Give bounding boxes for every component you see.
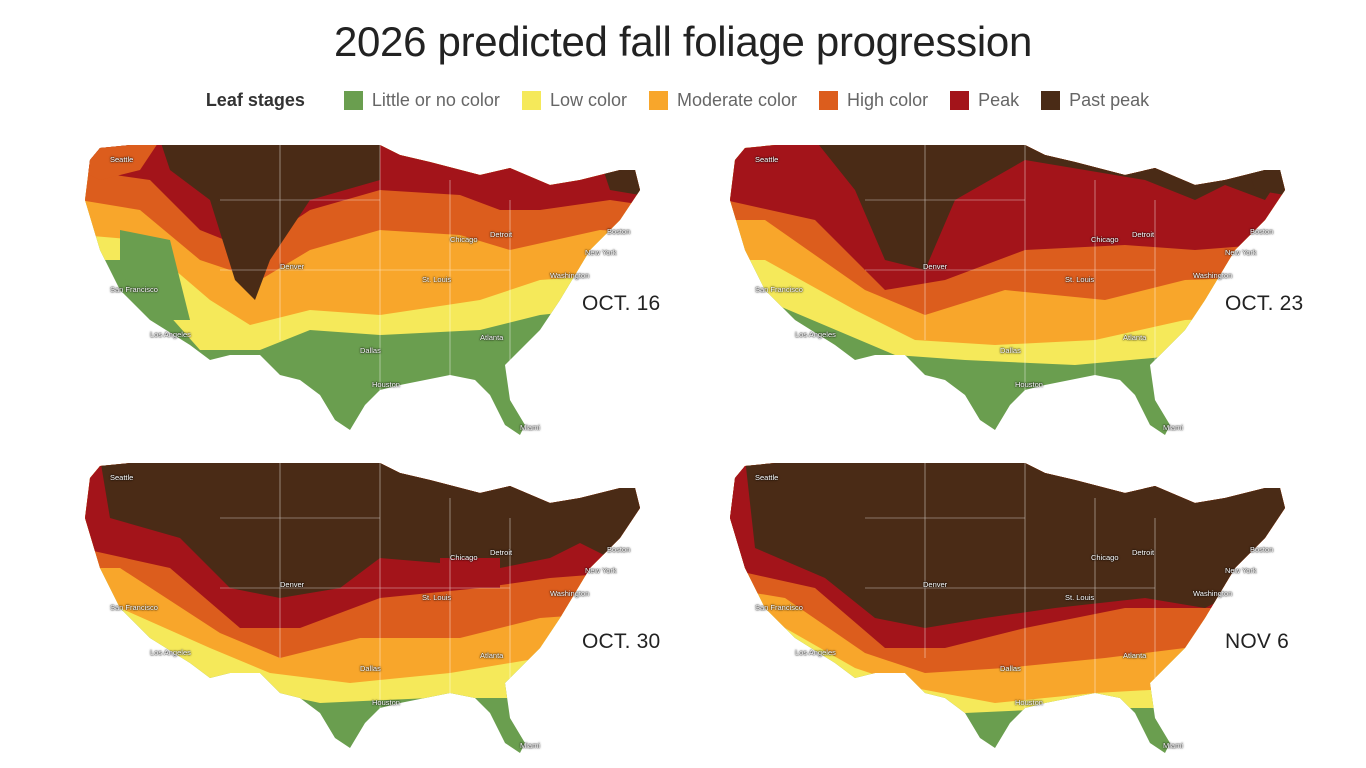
city-label: Dallas xyxy=(1000,664,1021,673)
legend-label: Past peak xyxy=(1069,90,1150,110)
city-label: Atlanta xyxy=(1123,333,1147,342)
city-label: Miami xyxy=(520,741,540,750)
city-label: Los Angeles xyxy=(150,648,191,657)
legend-item-moderate-color: Moderate color xyxy=(648,90,798,111)
map-date: OCT. 16 xyxy=(582,292,661,315)
map-panel-oct23: OCT. 23 Seattle San Francisco Los Angele… xyxy=(725,140,1325,450)
city-label: Seattle xyxy=(110,155,134,164)
city-label: San Francisco xyxy=(755,285,803,294)
legend-item-low-color: Low color xyxy=(521,90,627,111)
legend-swatch xyxy=(648,91,668,110)
city-label: Miami xyxy=(1163,423,1183,432)
city-label: New York xyxy=(585,566,617,575)
city-label: Detroit xyxy=(490,548,513,557)
legend: Leaf stages Little or no color Low color… xyxy=(0,90,1366,111)
city-label: Washington xyxy=(1193,271,1233,280)
city-label: Atlanta xyxy=(480,333,504,342)
city-label: Denver xyxy=(923,580,948,589)
legend-swatch xyxy=(343,91,363,110)
city-label: Detroit xyxy=(490,230,513,239)
map-date: OCT. 23 xyxy=(1225,292,1304,315)
city-label: New York xyxy=(585,248,617,257)
city-label: Houston xyxy=(1015,698,1043,707)
legend-swatch xyxy=(521,91,541,110)
map-panel-oct30: OCT. 30 Seattle San Francisco Los Angele… xyxy=(80,458,680,768)
city-label: St. Louis xyxy=(422,275,452,284)
city-label: St. Louis xyxy=(1065,593,1095,602)
map-date: NOV 6 xyxy=(1225,630,1290,653)
city-label: Miami xyxy=(520,423,540,432)
legend-swatch xyxy=(819,91,839,110)
legend-item-past-peak: Past peak xyxy=(1041,90,1149,111)
city-label: Dallas xyxy=(360,346,381,355)
city-label: Detroit xyxy=(1132,230,1155,239)
legend-item-high-color: High color xyxy=(819,90,928,111)
map-panel-oct16: OCT. 16 Seattle San Francisco Los Angele… xyxy=(80,140,680,450)
map-date: OCT. 30 xyxy=(582,630,661,653)
legend-label: Moderate color xyxy=(676,90,798,110)
city-label: Houston xyxy=(1015,380,1043,389)
us-foliage-map xyxy=(85,145,640,435)
city-label: St. Louis xyxy=(1065,275,1095,284)
page-title: 2026 predicted fall foliage progression xyxy=(333,18,1033,65)
city-label: Miami xyxy=(1163,741,1183,750)
city-label: Los Angeles xyxy=(795,330,836,339)
city-label: Boston xyxy=(607,227,631,236)
city-label: Boston xyxy=(1250,545,1274,554)
us-foliage-map xyxy=(730,145,1285,435)
city-label: St. Louis xyxy=(422,593,452,602)
legend-label: Peak xyxy=(978,90,1020,110)
legend-heading: Leaf stages xyxy=(205,90,305,110)
legend-item-little-color: Little or no color xyxy=(343,90,500,111)
legend-label: High color xyxy=(847,90,929,110)
city-label: Chicago xyxy=(1091,235,1119,244)
city-label: Denver xyxy=(923,262,948,271)
city-label: Chicago xyxy=(1091,553,1119,562)
city-label: Atlanta xyxy=(1123,651,1147,660)
city-label: Denver xyxy=(280,580,305,589)
legend-swatch xyxy=(1041,91,1061,110)
us-foliage-map xyxy=(730,463,1285,753)
city-label: Chicago xyxy=(450,235,478,244)
city-label: Atlanta xyxy=(480,651,504,660)
city-label: Boston xyxy=(1250,227,1274,236)
map-panel-nov6: NOV 6 Seattle San Francisco Los Angeles … xyxy=(725,458,1325,768)
legend-label: Little or no color xyxy=(371,90,500,110)
city-label: Washington xyxy=(550,271,590,280)
city-label: Chicago xyxy=(450,553,478,562)
city-label: Dallas xyxy=(1000,346,1021,355)
legend-swatch xyxy=(950,91,970,110)
city-label: Dallas xyxy=(360,664,381,673)
city-label: Boston xyxy=(607,545,631,554)
legend-label: Low color xyxy=(549,90,627,110)
city-label: Washington xyxy=(1193,589,1233,598)
city-label: Detroit xyxy=(1132,548,1155,557)
city-label: Washington xyxy=(550,589,590,598)
city-label: Houston xyxy=(372,380,400,389)
city-label: Los Angeles xyxy=(150,330,191,339)
city-label: New York xyxy=(1225,248,1257,257)
city-label: Los Angeles xyxy=(795,648,836,657)
us-foliage-map xyxy=(85,463,640,753)
city-label: Denver xyxy=(280,262,305,271)
city-label: San Francisco xyxy=(110,285,158,294)
city-label: Seattle xyxy=(755,155,779,164)
city-label: San Francisco xyxy=(755,603,803,612)
city-label: San Francisco xyxy=(110,603,158,612)
city-label: Seattle xyxy=(110,473,134,482)
city-label: Houston xyxy=(372,698,400,707)
city-label: Seattle xyxy=(755,473,779,482)
legend-item-peak: Peak xyxy=(950,90,1019,111)
city-label: New York xyxy=(1225,566,1257,575)
